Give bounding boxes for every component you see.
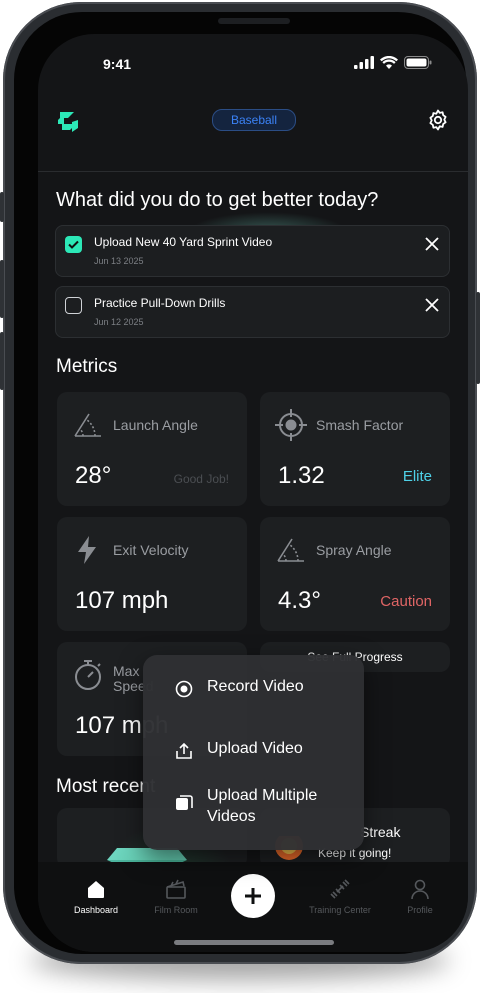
header-divider bbox=[38, 171, 468, 172]
close-icon[interactable] bbox=[424, 297, 440, 313]
most-recent-heading: Most recent bbox=[56, 776, 156, 797]
nav-label: Training Center bbox=[309, 905, 371, 915]
metric-label: Exit Velocity bbox=[113, 542, 189, 558]
volume-up-button bbox=[0, 260, 4, 318]
metric-label: Spray Angle bbox=[316, 542, 392, 558]
task-title: Upload New 40 Yard Sprint Video bbox=[94, 235, 273, 249]
power-button bbox=[476, 292, 480, 384]
metric-value: 1.32 bbox=[278, 462, 325, 489]
multi-upload-icon bbox=[176, 795, 193, 810]
task-date: Jun 12 2025 bbox=[94, 317, 144, 327]
clapperboard-icon bbox=[166, 879, 186, 899]
nav-film-room[interactable]: Film Room bbox=[136, 878, 216, 915]
metric-value: 4.3° bbox=[278, 587, 321, 614]
home-indicator bbox=[174, 940, 334, 945]
metric-card-launch-angle[interactable]: Launch Angle 28° Good Job! bbox=[57, 392, 247, 506]
metric-status: Good Job! bbox=[173, 472, 229, 486]
plus-icon bbox=[245, 888, 261, 904]
task-checkbox-unchecked[interactable] bbox=[65, 297, 82, 314]
close-icon[interactable] bbox=[424, 236, 440, 252]
app-logo-icon bbox=[58, 112, 78, 132]
metric-value: 28° bbox=[75, 462, 112, 489]
settings-gear-icon[interactable] bbox=[426, 108, 450, 132]
person-icon bbox=[411, 879, 429, 900]
side-button bbox=[0, 192, 4, 222]
menu-label: Record Video bbox=[207, 678, 304, 695]
streak-title: Streak bbox=[360, 824, 401, 840]
crosshair-icon bbox=[275, 409, 307, 441]
battery-icon bbox=[404, 56, 432, 69]
task-title: Practice Pull-Down Drills bbox=[94, 296, 226, 310]
signal-icon bbox=[354, 56, 374, 69]
add-button[interactable] bbox=[231, 874, 275, 918]
upload-multiple-videos-option[interactable]: Upload Multiple Videos bbox=[175, 785, 325, 827]
metric-status: Caution bbox=[380, 593, 432, 610]
menu-label: Upload Multiple Videos bbox=[207, 787, 318, 825]
menu-label: Upload Video bbox=[207, 740, 303, 757]
record-icon bbox=[175, 680, 193, 698]
status-time: 9:41 bbox=[103, 56, 132, 72]
task-item[interactable]: Upload New 40 Yard Sprint Video Jun 13 2… bbox=[55, 225, 450, 277]
metric-label: Smash Factor bbox=[316, 417, 404, 433]
status-icons bbox=[354, 56, 432, 69]
metric-card-spray-angle[interactable]: Spray Angle 4.3° Caution bbox=[260, 517, 450, 631]
metric-card-exit-velocity[interactable]: Exit Velocity 107 mph bbox=[57, 517, 247, 631]
angle-icon bbox=[74, 413, 101, 437]
task-checkbox-checked[interactable] bbox=[65, 236, 82, 253]
nav-label: Dashboard bbox=[73, 905, 119, 915]
sport-selector[interactable]: Baseball bbox=[212, 109, 296, 131]
metric-status: Elite bbox=[402, 468, 432, 485]
angle-icon bbox=[277, 538, 304, 562]
metric-value: 107 mph bbox=[75, 587, 169, 614]
dumbbell-icon bbox=[330, 879, 350, 899]
upload-icon bbox=[176, 742, 192, 759]
app-screen: 9:41 Baseball What did you do to get bet… bbox=[38, 34, 468, 952]
nav-label: Profile bbox=[407, 905, 433, 915]
nav-training-center[interactable]: Training Center bbox=[300, 878, 380, 915]
metric-card-smash-factor[interactable]: Smash Factor 1.32 Elite bbox=[260, 392, 450, 506]
volume-down-button bbox=[0, 332, 4, 390]
speaker-grille bbox=[218, 18, 290, 24]
record-video-option[interactable]: Record Video bbox=[175, 678, 304, 698]
phone-bezel: 9:41 Baseball What did you do to get bet… bbox=[14, 12, 468, 954]
daily-question: What did you do to get better today? bbox=[56, 189, 379, 211]
home-icon bbox=[88, 881, 104, 898]
phone-frame: 9:41 Baseball What did you do to get bet… bbox=[0, 2, 480, 964]
task-date: Jun 13 2025 bbox=[94, 256, 144, 266]
bottom-navigation: Dashboard Film Room Training Center Prof… bbox=[38, 862, 468, 952]
upload-menu: Record Video Upload Video Upload Multipl… bbox=[143, 655, 364, 850]
wifi-icon bbox=[380, 56, 398, 69]
upload-video-option[interactable]: Upload Video bbox=[175, 740, 303, 760]
stopwatch-icon bbox=[75, 660, 101, 690]
metric-label: Launch Angle bbox=[113, 417, 198, 433]
nav-dashboard[interactable]: Dashboard bbox=[56, 878, 136, 915]
nav-profile[interactable]: Profile bbox=[380, 878, 460, 915]
metrics-heading: Metrics bbox=[56, 356, 118, 377]
task-item[interactable]: Practice Pull-Down Drills Jun 12 2025 bbox=[55, 286, 450, 338]
nav-label: Film Room bbox=[154, 905, 198, 915]
check-icon bbox=[68, 240, 79, 249]
lightning-icon bbox=[78, 536, 96, 564]
